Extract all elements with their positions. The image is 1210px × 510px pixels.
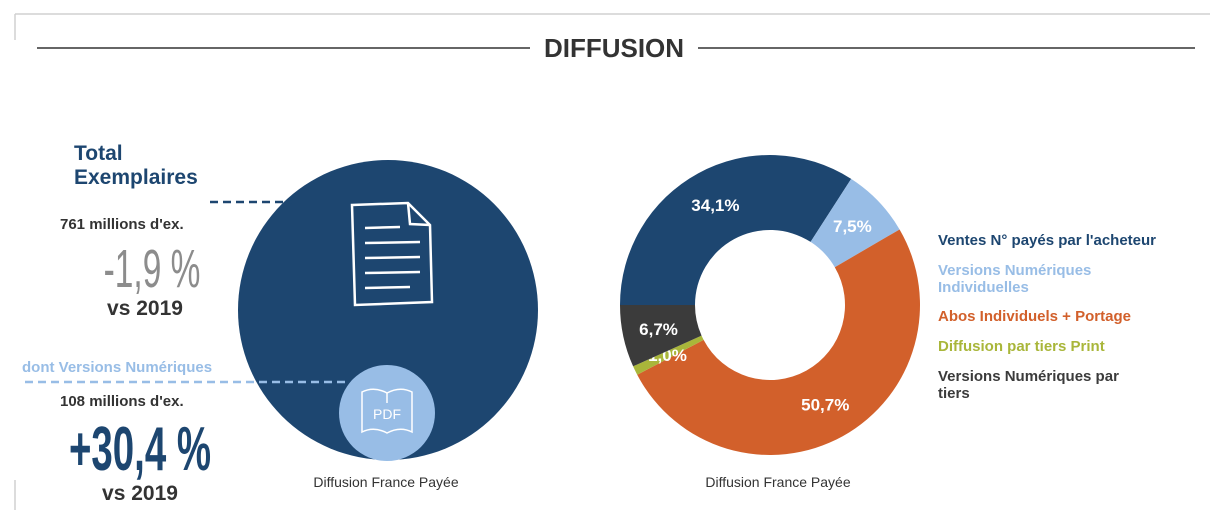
legend-entry: Abos Individuels + Portage bbox=[938, 308, 1131, 325]
compare: vs 2019 bbox=[107, 297, 183, 320]
donut-slice bbox=[620, 154, 852, 305]
donut-slice bbox=[620, 305, 702, 367]
donut-slice bbox=[633, 335, 704, 375]
donut-slice bbox=[637, 229, 921, 456]
legend-entry: Versions Numériques Individuelles bbox=[938, 262, 1092, 296]
legend-entry: Diffusion par tiers Print bbox=[938, 338, 1105, 355]
book-icon bbox=[361, 388, 413, 434]
total-circle bbox=[238, 160, 538, 460]
digital-title: dont Versions Numériques bbox=[22, 359, 212, 376]
legend-entry: Ventes N° payés par l'acheteur bbox=[938, 232, 1156, 249]
change: +30,4 % bbox=[69, 414, 211, 484]
compare: vs 2019 bbox=[102, 482, 178, 505]
change: -1,9 % bbox=[104, 238, 201, 299]
total-title: Total Exemplaires bbox=[74, 142, 198, 189]
value-label: 34,1% bbox=[691, 196, 739, 215]
icon-label: PDF bbox=[373, 406, 401, 422]
caption: Diffusion France Payée bbox=[705, 474, 850, 490]
title: DIFFUSION bbox=[544, 33, 684, 63]
amount: 108 millions d'ex. bbox=[60, 393, 184, 410]
legend-entry: Versions Numériques par tiers bbox=[938, 368, 1119, 402]
value-label: 7,5% bbox=[833, 217, 872, 236]
document-icon bbox=[350, 201, 434, 307]
digital-circle bbox=[339, 365, 435, 461]
donut-slice bbox=[810, 178, 900, 268]
value-label: 6,7% bbox=[639, 320, 678, 339]
amount: 761 millions d'ex. bbox=[60, 216, 184, 233]
caption: Diffusion France Payée bbox=[313, 474, 458, 490]
value-label: 50,7% bbox=[801, 396, 849, 415]
